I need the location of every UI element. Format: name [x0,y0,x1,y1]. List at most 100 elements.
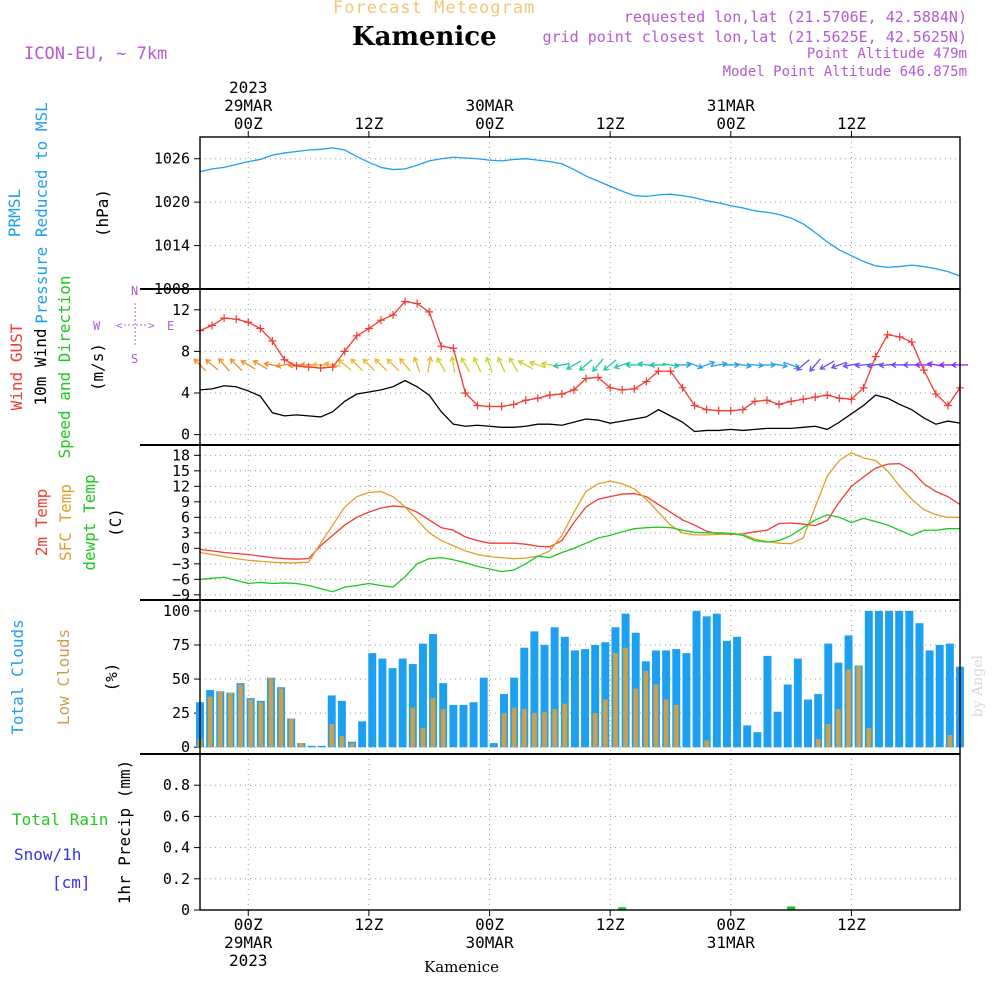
total-cloud-bar [814,694,823,748]
wind-direction-arrow [240,360,256,370]
gust-marker [895,332,904,341]
wind-arrow-shaft [734,362,751,367]
wind-arrow-shaft [497,357,506,373]
x-tick-label-bottom: 12Z [596,915,625,934]
wind-arrow-head [842,362,849,369]
low-cloud-bar [440,709,446,748]
wind-arrow-head [890,361,897,369]
title-top: Forecast Meteogram [333,0,536,18]
temp-axis-label: 2m Temp [32,489,51,556]
wind-arrow-head [263,361,270,368]
total-cloud-bar [804,699,812,748]
wind-y-tick-label: 12 [172,301,190,319]
gust-marker [654,367,663,376]
wind-direction-arrow [603,359,617,371]
total-cloud-bar [834,662,843,748]
temp-axis-label: SFC Temp [56,484,75,561]
low-cloud-bar [217,691,223,748]
compass-rose [124,303,146,347]
temp-y-tick-label: 0 [181,539,190,557]
precip-axis-label: 1hr Precip (mm) [115,760,134,905]
low-cloud-bar [552,709,558,748]
gust-marker [738,405,747,414]
total-cloud-bar [682,653,691,748]
wind-direction-arrow [592,358,604,372]
wind-arrow-shaft [518,360,533,370]
x-tick-label-bottom: 12Z [354,915,383,934]
wind-arrow-head [878,362,885,369]
low-cloud-bar [511,707,517,748]
wind-axis-label: Speed and Direction [55,275,74,458]
wind-arrow-head [613,363,620,370]
total-cloud-bar [895,610,904,748]
gust-marker [449,344,458,353]
wind-direction-arrow [649,361,667,369]
low-cloud-bar [825,724,831,748]
wind-direction-arrow [496,356,506,373]
total-cloud-bar [560,636,569,748]
wind-direction-arrow [386,358,400,372]
wind-arrow-head [578,365,585,371]
wind-arrow-head [472,356,479,363]
page-title: Kamenice [352,22,497,52]
wind-arrow-head [854,362,861,369]
wind-arrow-shaft [603,359,617,371]
wind-direction-arrow [565,360,582,370]
x-tick-label-top: 00Z [234,114,263,133]
gust-marker [919,366,928,375]
wind-arrow-shaft [436,357,446,373]
snow-label: Snow/1h [14,845,81,864]
total-cloud-bar [935,644,944,748]
wind-arrow-head [193,358,200,365]
wind-arrow-shaft [427,356,432,373]
wind-arrow-head [386,358,393,365]
wind-y-tick-label: 4 [181,384,190,402]
wind-arrow-shaft [553,362,570,367]
wind-arrow-head [362,358,369,365]
wind-arrow-head [758,362,765,369]
total-cloud-bar [763,655,772,748]
low-cloud-bar [420,728,426,748]
wind-direction-arrow [552,362,570,369]
total-cloud-bar [601,642,610,748]
rain-bar [618,907,627,910]
low-cloud-bar [268,677,274,748]
wind-direction-arrow [399,357,411,372]
total-cloud-bar [520,647,529,748]
wind-arrow-shaft [796,359,810,371]
total-cloud-bar [945,643,954,748]
total-cloud-bar [388,668,397,748]
temp-y-tick-label: 3 [181,524,190,542]
wind-arrow-shaft [783,361,799,369]
total-cloud-bar [722,640,731,748]
gust-marker [509,400,518,409]
wind-arrow-head [252,360,259,366]
wind-arrow-head [793,363,800,370]
temp-temp2m-line [199,462,961,560]
wind-arrow-head [323,361,330,368]
total-cloud-bar [429,634,438,748]
wind-direction-arrow [218,357,230,372]
wind-arrow-shaft [451,356,456,373]
temp-panel-frame [199,444,961,601]
precip-y-tick-label: 0.2 [163,870,190,888]
wind-arrow-head [721,361,728,368]
wind-arrow-head [796,365,803,371]
low-cloud-bar [633,688,639,748]
wind-arrow-shaft [205,359,219,371]
wind-arrow-head [275,362,282,369]
wind-axis-label: Wind GUST [7,323,26,410]
total-cloud-bar [874,610,883,748]
gust-marker [618,385,627,394]
gust-marker [569,385,578,394]
compass-arrow-e: > [148,319,155,332]
gust-marker [750,397,759,406]
wind-arrow-shaft [253,360,268,370]
wind-arrow-shaft [809,358,821,372]
gust-marker [497,402,506,411]
total-cloud-bar [824,643,833,748]
total-cloud-bar [864,610,873,748]
compass-n: N [131,284,138,298]
wind-direction-arrow [374,358,388,372]
